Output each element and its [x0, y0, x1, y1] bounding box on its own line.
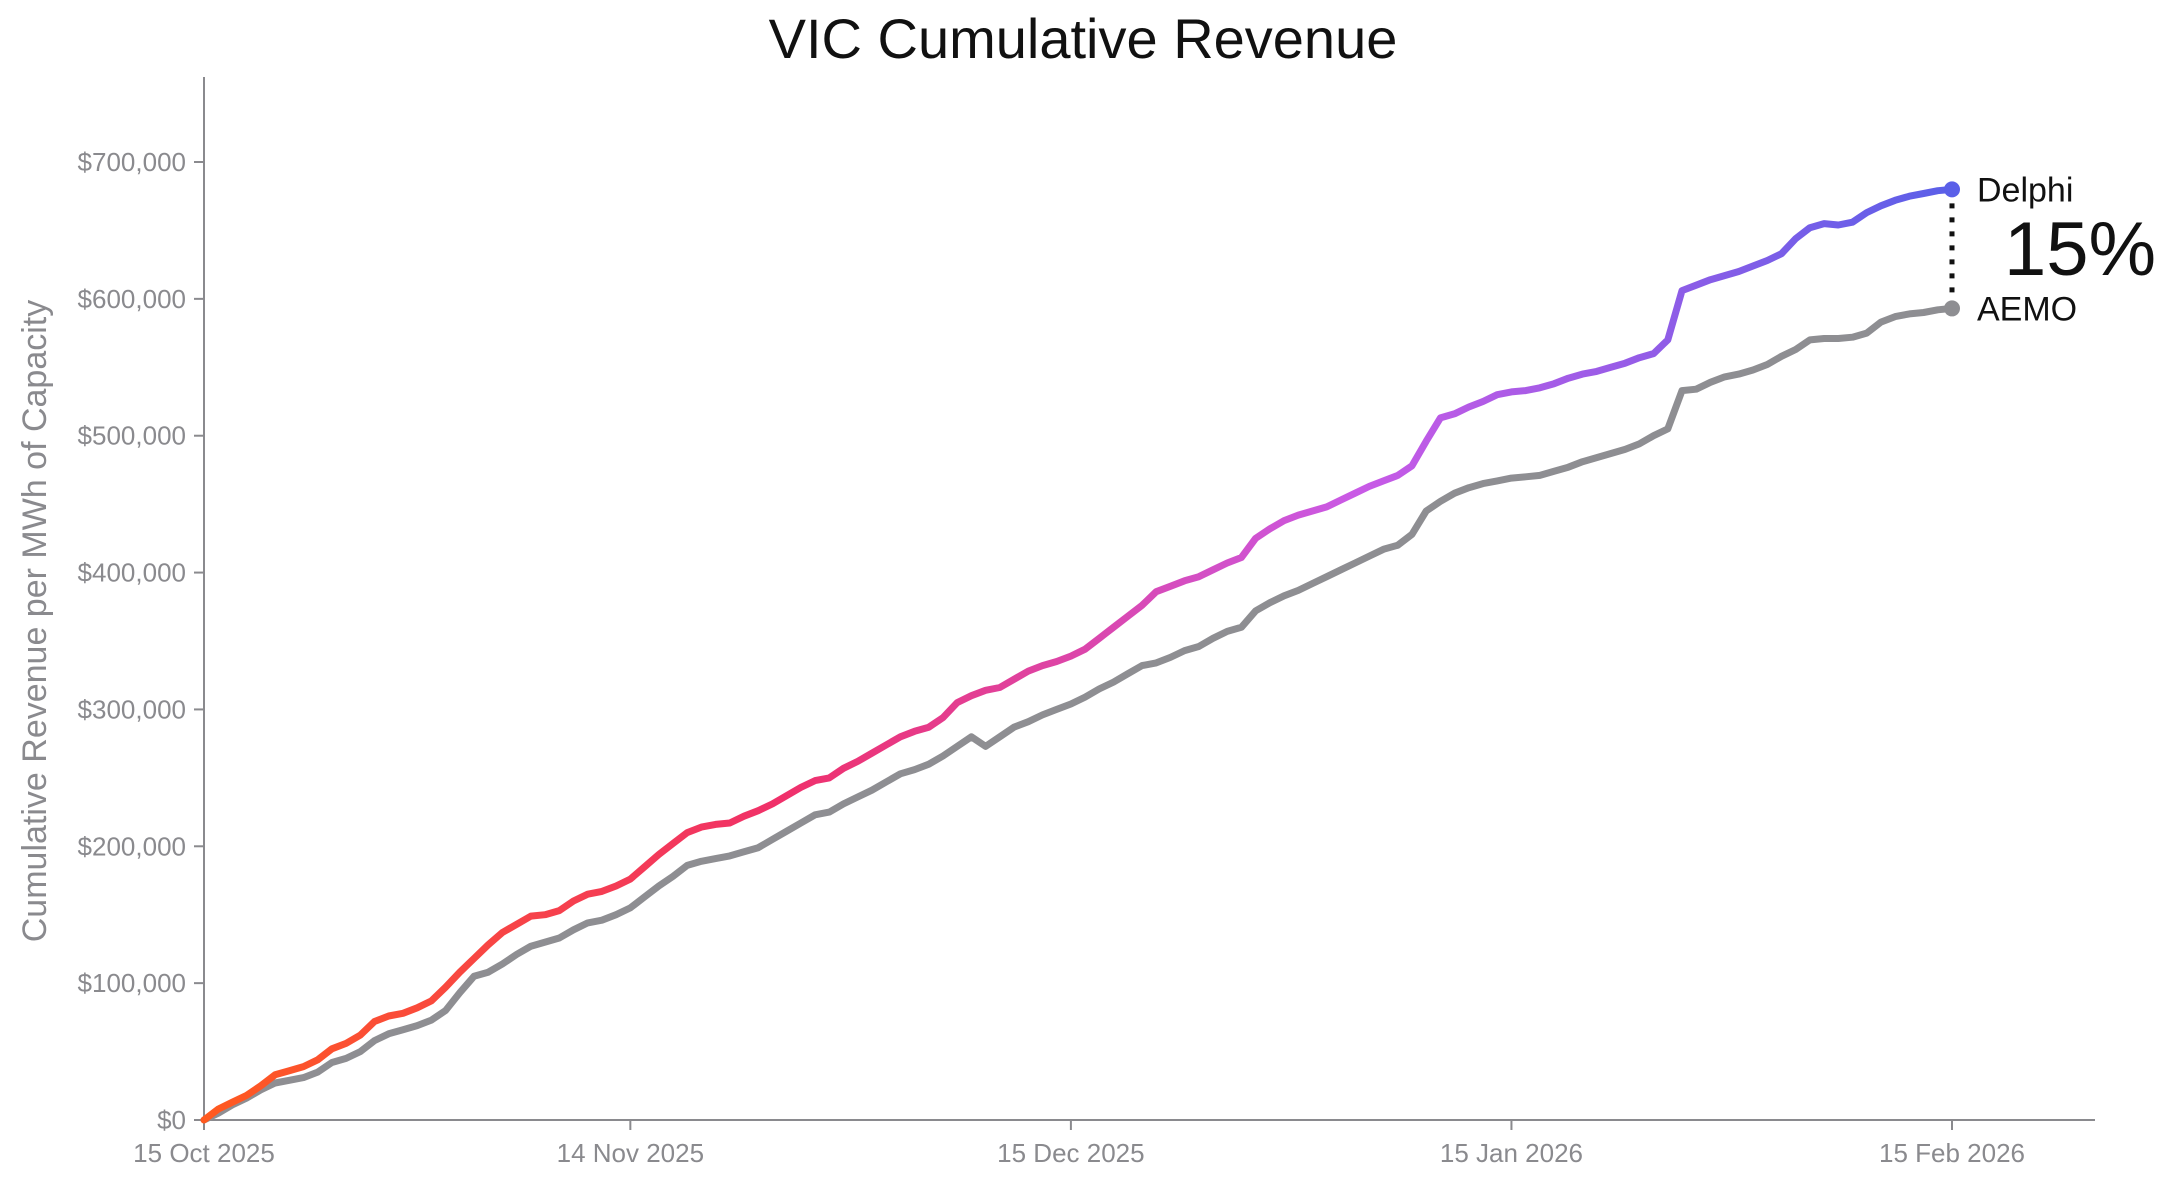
- y-axis-title: Cumulative Revenue per MWh of Capacity: [16, 300, 54, 943]
- x-tick-label: 15 Jan 2026: [1440, 1138, 1583, 1168]
- series-line-aemo: [200, 304, 1956, 1124]
- series-layer: [200, 181, 1960, 1124]
- y-tick-label: $300,000: [78, 694, 186, 724]
- series-label-delphi: Delphi: [1977, 171, 2073, 209]
- y-tick-label: $400,000: [78, 558, 186, 588]
- y-tick-label: $500,000: [78, 421, 186, 451]
- series-end-point-aemo: [1944, 300, 1960, 317]
- series-line-delphi: [200, 185, 1956, 1124]
- y-axis: $0 $100,000 $200,000 $300,000 $400,000 $500,0…: [78, 77, 205, 1135]
- y-tick-label: $600,000: [78, 284, 186, 314]
- chart-title: VIC Cumulative Revenue: [769, 7, 1398, 70]
- series-label-aemo: AEMO: [1977, 290, 2077, 328]
- x-tick-label: 15 Oct 2025: [133, 1138, 275, 1168]
- y-tick-label: $200,000: [78, 831, 186, 861]
- y-tick-label: $0: [157, 1105, 186, 1135]
- y-tick-label: $700,000: [78, 147, 186, 177]
- x-tick-label: 15 Dec 2025: [997, 1138, 1144, 1168]
- gap-percentage-label: 15%: [2004, 207, 2156, 292]
- y-axis-ticks: $0 $100,000 $200,000 $300,000 $400,000 $500,0…: [78, 147, 204, 1135]
- series-end-point-delphi: [1944, 181, 1960, 198]
- y-tick-label: $100,000: [78, 968, 186, 998]
- x-tick-label: 15 Feb 2026: [1879, 1138, 2025, 1168]
- x-axis-ticks: 15 Oct 2025 14 Nov 2025 15 Dec 2025 15 Jan …: [133, 1120, 2025, 1168]
- x-tick-label: 14 Nov 2025: [557, 1138, 704, 1168]
- x-axis: 15 Oct 2025 14 Nov 2025 15 Dec 2025 15 Jan …: [133, 1119, 2095, 1168]
